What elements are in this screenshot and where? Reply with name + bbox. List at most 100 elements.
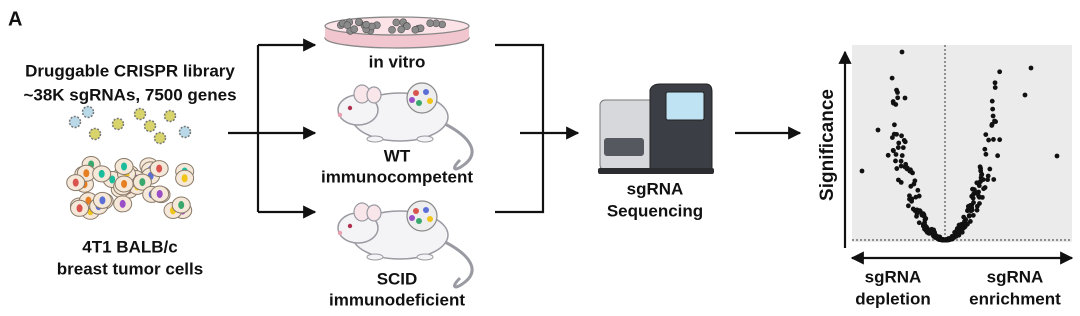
plot-point	[947, 237, 953, 242]
sequencing-line: Sequencing	[607, 201, 703, 220]
condition-line: immunocompetent	[321, 167, 473, 186]
volcano-plot	[838, 45, 1072, 248]
cell-nucleus	[99, 196, 106, 205]
plot-point	[894, 131, 899, 137]
condition-line: immunodeficient	[329, 290, 465, 309]
cell-nucleus	[139, 178, 146, 187]
plot-point	[965, 207, 971, 213]
virus	[178, 125, 192, 139]
x-label-line: sgRNA	[987, 267, 1044, 286]
virus	[163, 109, 177, 123]
plot-point	[899, 133, 904, 139]
plot-point	[938, 237, 944, 242]
condition-line: in vitro	[369, 52, 426, 71]
x-label-line: depletion	[855, 289, 931, 308]
plot-point	[859, 168, 865, 174]
dish-cell	[362, 20, 371, 29]
plot-point	[974, 207, 980, 213]
dish-cell	[426, 19, 434, 28]
plot-point	[898, 180, 904, 185]
plot-point	[966, 213, 972, 219]
merge-arrows	[495, 43, 580, 214]
plot-point	[1022, 92, 1028, 98]
plot-point	[916, 193, 922, 199]
plot-point	[908, 183, 914, 189]
plot-point	[983, 132, 989, 137]
plot-point	[992, 118, 997, 124]
plot-point	[898, 163, 904, 169]
plot-point	[982, 146, 988, 152]
dish-cell	[411, 26, 420, 34]
y-axis-label: Significance	[817, 89, 838, 201]
plot-point	[895, 90, 900, 95]
cell-nucleus	[98, 169, 105, 178]
plot-point	[997, 69, 1003, 75]
sequencing-line: sgRNA	[627, 179, 684, 198]
condition-line: SCID	[377, 269, 418, 288]
virus	[143, 119, 157, 133]
plot-point	[893, 158, 898, 164]
virus	[133, 107, 147, 121]
dish-cell	[397, 25, 406, 34]
dish-cell	[354, 18, 363, 26]
plot-point	[985, 173, 991, 179]
plot-point	[970, 212, 976, 218]
plot-point	[959, 229, 965, 235]
plot-point	[924, 230, 930, 235]
plot-point	[987, 166, 993, 172]
virus	[111, 117, 125, 131]
plot-point	[891, 148, 896, 154]
plot-point	[921, 213, 927, 219]
plot-point	[902, 95, 908, 101]
plot-point	[986, 137, 992, 143]
cell-nucleus	[178, 201, 185, 210]
plot-point	[995, 153, 1001, 159]
cell-nucleus	[121, 179, 128, 188]
plot-point	[971, 200, 976, 205]
plot-point	[915, 187, 921, 193]
plot-point	[875, 127, 881, 133]
virus	[153, 131, 167, 145]
plot-point	[916, 220, 922, 226]
plot-point	[992, 85, 998, 90]
plot-point	[898, 158, 904, 164]
library-line: ~38K sgRNAs, 7500 genes	[23, 85, 236, 104]
plot-point	[960, 225, 966, 231]
plot-point	[895, 95, 901, 101]
plot-point	[979, 194, 985, 200]
plot-point	[983, 151, 989, 157]
plot-point	[970, 186, 975, 192]
plot-point	[973, 190, 979, 196]
plot-point	[974, 203, 980, 209]
library-line: Druggable CRISPR library	[25, 61, 235, 80]
plot-point	[985, 177, 991, 183]
cell-nucleus	[156, 164, 163, 173]
plot-point	[903, 161, 909, 167]
dish-cell	[350, 25, 359, 33]
plot-point	[902, 139, 908, 145]
plot-point	[889, 75, 895, 81]
plot-point	[978, 166, 984, 171]
plot-point	[892, 122, 897, 128]
tumor-cells	[66, 156, 195, 220]
plot-point	[1028, 65, 1034, 71]
plot-point	[990, 106, 996, 112]
dish-cell	[388, 26, 396, 34]
plot-point	[961, 214, 967, 220]
x-label-line: enrichment	[969, 289, 1061, 308]
plot-point	[909, 198, 915, 204]
plot-point	[991, 177, 997, 182]
plot-point	[890, 99, 896, 104]
plot-point	[954, 228, 960, 234]
plot-point	[989, 121, 995, 127]
plot-point	[893, 152, 899, 157]
cells-line: breast tumor cells	[57, 259, 203, 278]
virus	[68, 115, 82, 129]
cell-nucleus	[109, 175, 116, 184]
sequencer	[598, 83, 714, 174]
plot-point	[905, 203, 911, 209]
plot-point	[894, 166, 900, 171]
cell-nucleus	[119, 199, 126, 208]
plot-point	[990, 113, 996, 119]
